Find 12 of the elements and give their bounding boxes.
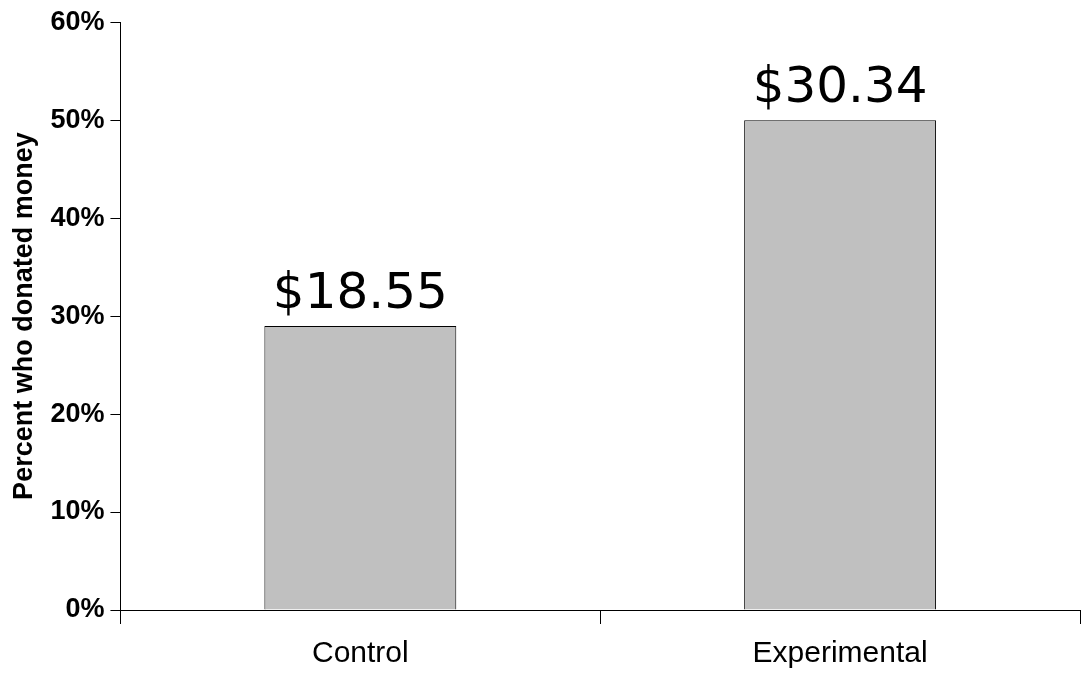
y-axis-title: Percent who donated money: [7, 132, 38, 500]
y-tick-label: 50%: [50, 103, 105, 134]
x-tick-label: Experimental: [752, 635, 928, 669]
y-tick-label: 10%: [50, 495, 105, 526]
y-tick-label: 60%: [50, 5, 105, 36]
y-tick-label: 40%: [50, 201, 105, 232]
x-tick-label: Control: [311, 635, 409, 669]
annotation: $30.34: [752, 56, 928, 115]
y-tick-label: 20%: [50, 397, 105, 428]
y-tick-label: 0%: [65, 593, 105, 624]
annotation: $18.55: [272, 261, 448, 320]
y-tick-label: 30%: [50, 299, 105, 330]
